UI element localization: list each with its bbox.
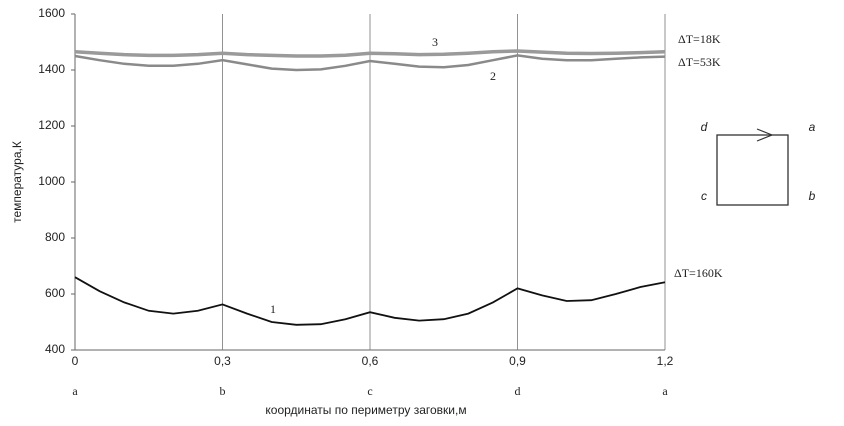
series-line (74, 49, 666, 58)
x-tick-label: 1,2 (657, 354, 674, 368)
series-line (74, 276, 666, 326)
series-label: 2 (490, 69, 496, 83)
inset-label: d (701, 120, 708, 134)
inset-arrow (756, 128, 774, 142)
point-label: a (72, 384, 78, 398)
y-tick-label: 800 (45, 230, 65, 244)
series-label: 1 (270, 302, 276, 316)
series-label: 3 (432, 35, 438, 49)
x-tick-label: 0,3 (214, 354, 231, 368)
point-label: b (220, 384, 226, 398)
inset-label: b (809, 189, 816, 203)
inset-label: a (809, 120, 816, 134)
y-tick-label: 400 (45, 342, 65, 356)
y-tick-label: 1600 (38, 6, 65, 20)
x-tick-label: 0,6 (362, 354, 379, 368)
series-line (74, 54, 666, 72)
point-label: d (515, 384, 521, 398)
y-tick-label: 1200 (38, 118, 65, 132)
inset-label: c (701, 189, 707, 203)
x-tick-label: 0,9 (509, 354, 526, 368)
x-tick-label: 0 (72, 354, 79, 368)
x-axis-label: координаты по периметру заговки,м (265, 403, 466, 417)
y-tick-label: 1400 (38, 62, 65, 76)
y-tick-label: 600 (45, 286, 65, 300)
inset-diagram (716, 128, 789, 206)
point-label: c (367, 384, 372, 398)
annotation: ΔT=18K (678, 32, 721, 46)
annotation: ΔT=160K (674, 266, 723, 280)
y-tick-label: 1000 (38, 174, 65, 188)
annotation: ΔT=53K (678, 55, 721, 69)
y-axis-label: температура,К (10, 141, 24, 223)
point-label: a (662, 384, 668, 398)
inset-square (716, 134, 789, 206)
